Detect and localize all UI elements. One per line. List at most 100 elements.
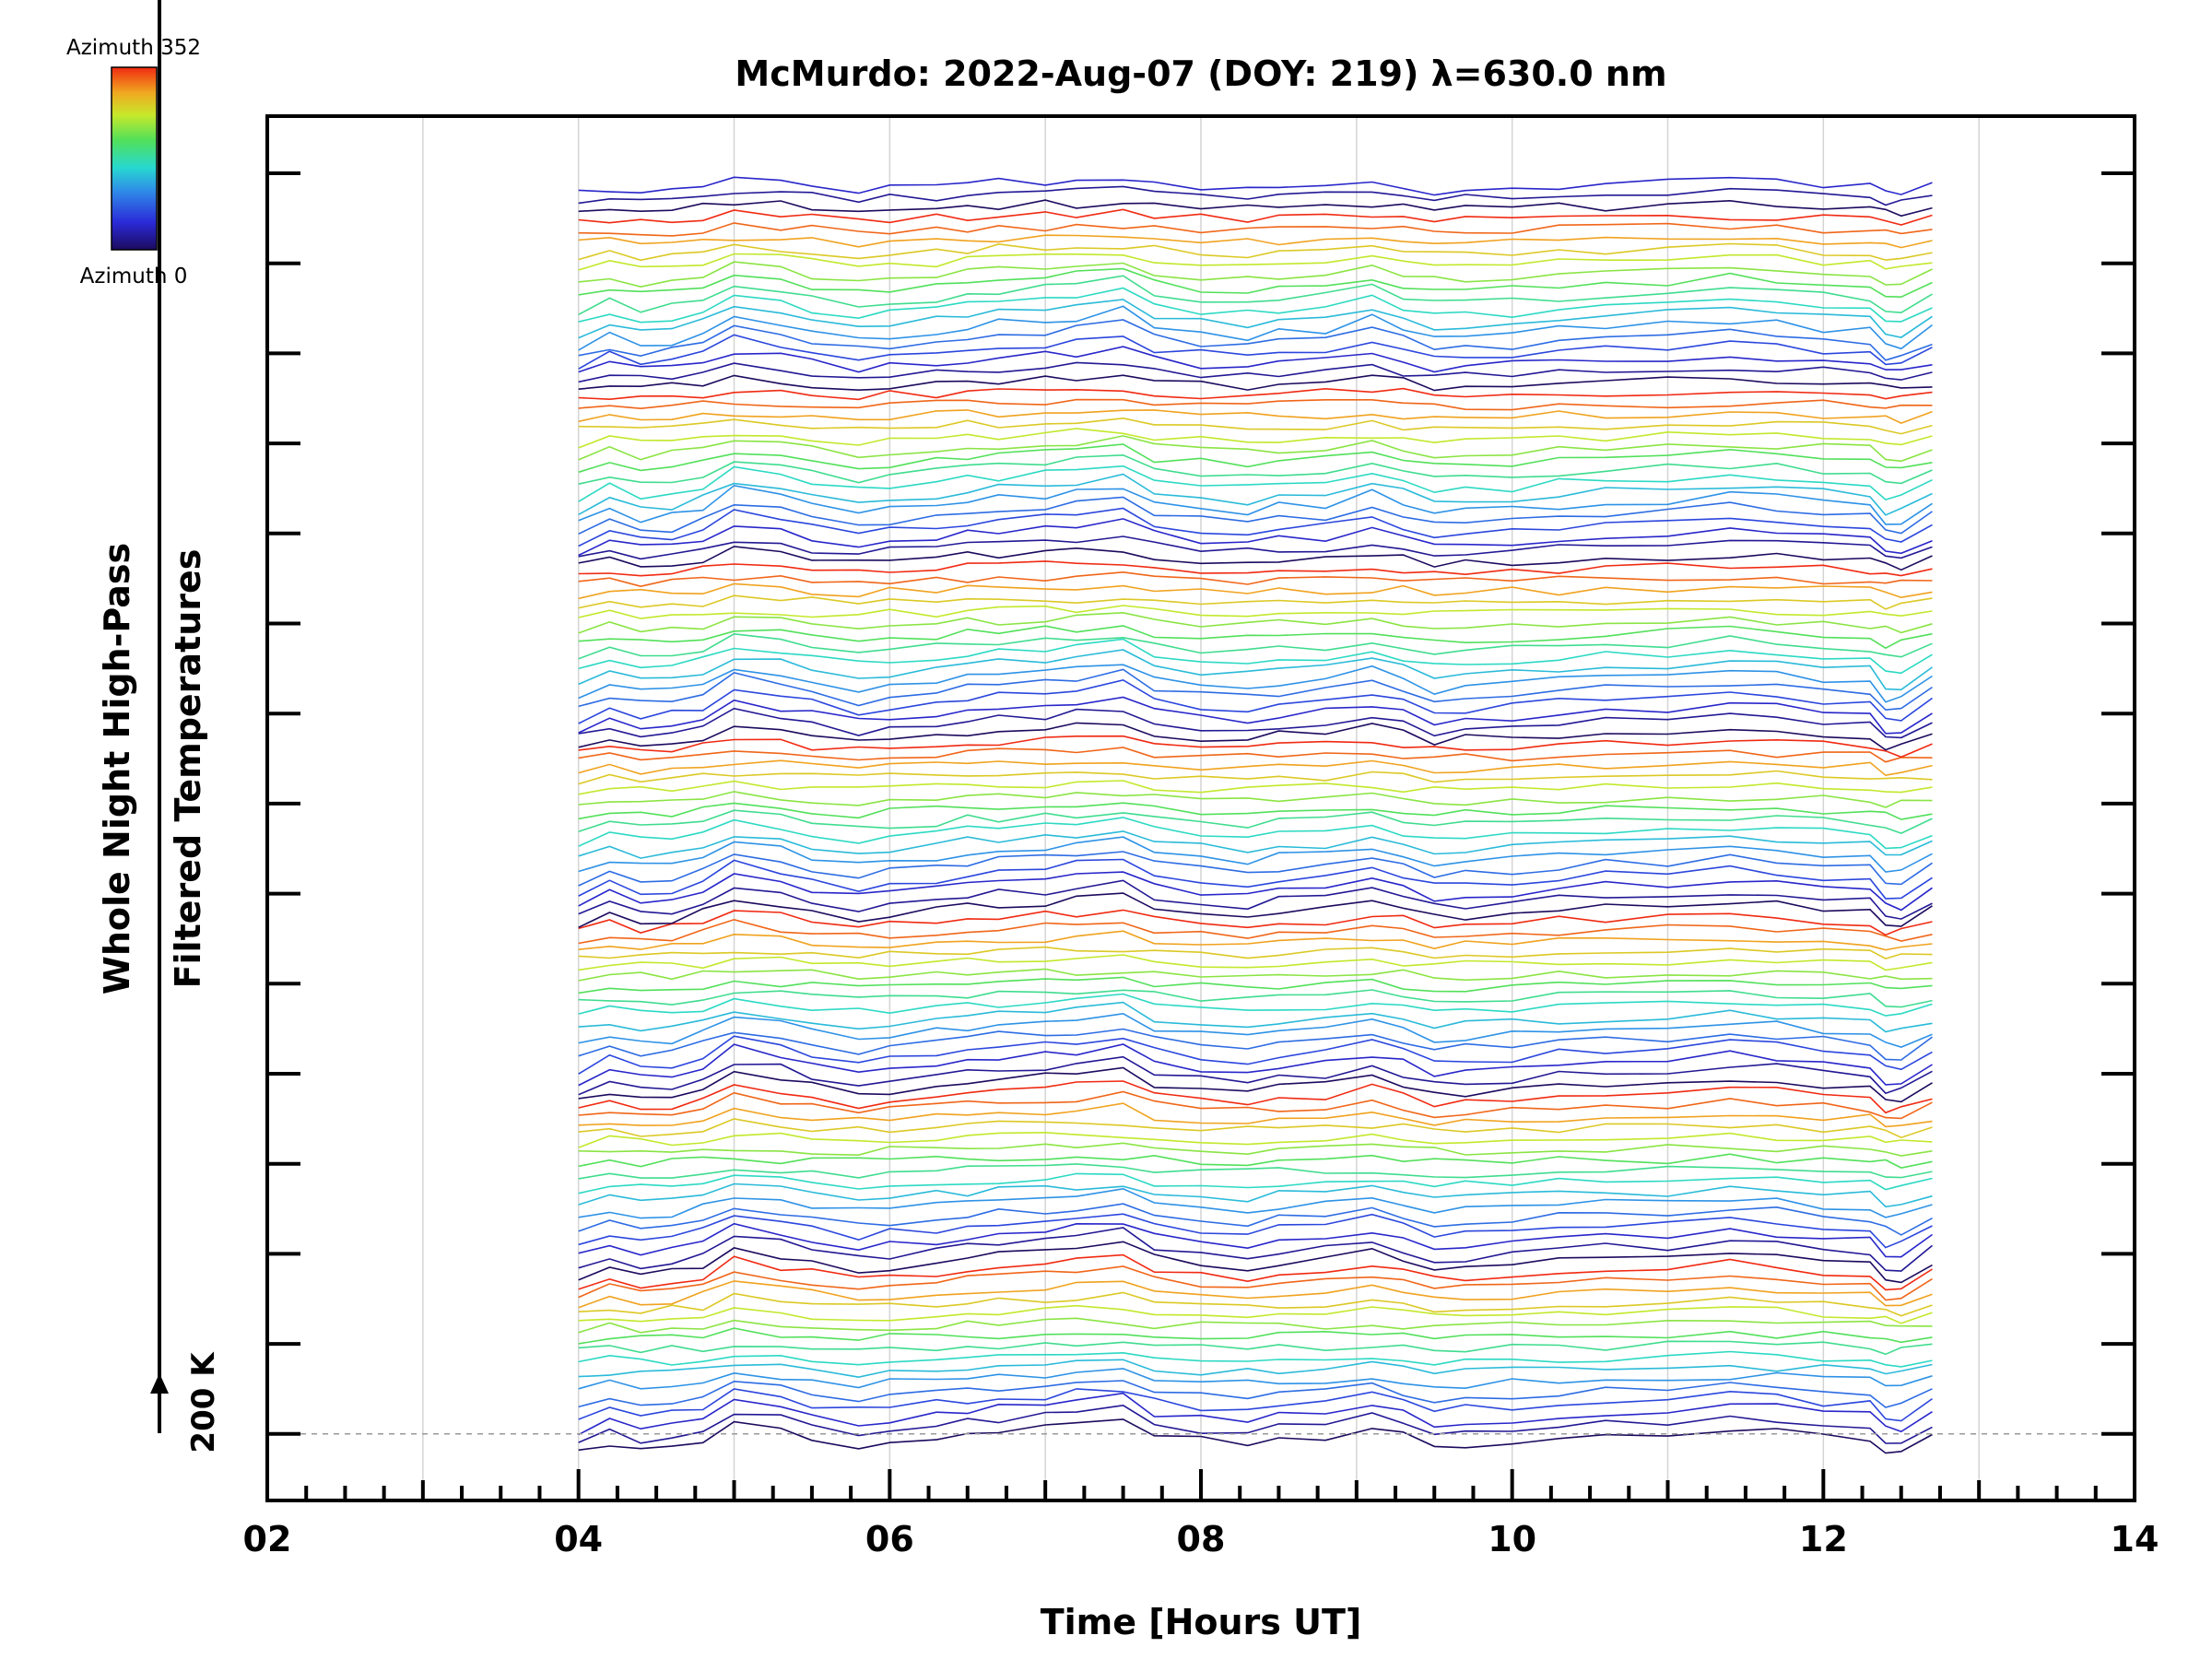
- x-tick-label: 10: [1488, 1519, 1536, 1559]
- x-tick-label: 02: [243, 1519, 292, 1559]
- x-gridlines: [422, 116, 1980, 1500]
- x-tick-label: 08: [1177, 1519, 1226, 1559]
- series-line: [578, 484, 1933, 525]
- series-line: [578, 678, 1933, 724]
- series-line: [578, 858, 1933, 900]
- series-line: [578, 968, 1933, 982]
- colorbar: Azimuth 352 Azimuth 0: [66, 36, 201, 288]
- series-line: [578, 1182, 1933, 1208]
- y-axis-label-line2: Filtered Temperatures: [168, 549, 208, 989]
- series-line: [578, 649, 1933, 691]
- series-line: [578, 571, 1933, 588]
- colorbar-gradient: [111, 66, 158, 251]
- y-axis-label-line1: Whole Night High-Pass: [97, 543, 137, 994]
- series-line: [578, 1213, 1933, 1249]
- series-line: [578, 305, 1933, 351]
- series-line: [578, 199, 1933, 218]
- series-line: [578, 346, 1933, 373]
- series-line: [578, 1253, 1933, 1291]
- series-line: [578, 802, 1933, 820]
- series-line: [578, 334, 1933, 370]
- series-line: [578, 1001, 1933, 1033]
- series-line: [578, 605, 1933, 619]
- series-line: [578, 976, 1933, 994]
- series-group: [578, 176, 1934, 1454]
- series-line: [578, 1066, 1933, 1103]
- series-line: [578, 707, 1933, 739]
- series-line: [578, 1203, 1933, 1236]
- series-line: [578, 817, 1933, 850]
- series-line: [578, 361, 1933, 383]
- series-line: [578, 871, 1933, 912]
- series-line: [578, 638, 1933, 675]
- series-line: [578, 611, 1933, 634]
- series-line: [578, 1080, 1933, 1114]
- series-line: [578, 1227, 1934, 1272]
- series-line: [578, 1172, 1933, 1194]
- series-line: [578, 176, 1933, 196]
- series-line: [578, 668, 1933, 712]
- series-line: [578, 287, 1933, 324]
- series-line: [578, 836, 1933, 873]
- series-line: [578, 374, 1933, 392]
- series-line: [578, 1028, 1933, 1061]
- chart-title: McMurdo: 2022-Aug-07 (DOY: 219) λ=630.0 …: [735, 53, 1666, 94]
- x-tick-label: 14: [2111, 1519, 2159, 1559]
- x-tick-label: 12: [1799, 1519, 1848, 1559]
- series-line: [578, 560, 1933, 577]
- series-line: [578, 443, 1933, 474]
- series-line: [578, 1350, 1933, 1368]
- series-line: [578, 830, 1933, 859]
- series-line: [578, 299, 1933, 339]
- series-line: [578, 1118, 1933, 1139]
- x-tick-label: 06: [865, 1519, 914, 1559]
- series-line: [578, 1012, 1933, 1048]
- series-line: [578, 791, 1933, 808]
- series-line: [578, 930, 1933, 951]
- series-line: [578, 428, 1933, 449]
- series-line: [578, 253, 1933, 271]
- series-line: [578, 735, 1933, 759]
- series-line: [578, 1055, 1933, 1096]
- series-line: [578, 993, 1933, 1017]
- series-line: [578, 535, 1933, 560]
- series-line: [578, 759, 1933, 777]
- series-line: [578, 1153, 1933, 1169]
- scale-label: 200 K: [185, 1351, 222, 1453]
- series-line: [578, 546, 1933, 571]
- series-line: [578, 1090, 1933, 1120]
- series-line: [578, 409, 1933, 424]
- series-line: [578, 1035, 1933, 1075]
- series-line: [578, 594, 1933, 610]
- series-line: [578, 1163, 1933, 1180]
- colorbar-top-label: Azimuth 352: [66, 36, 201, 60]
- series-line: [578, 275, 1933, 316]
- colorbar-bottom-label: Azimuth 0: [80, 265, 188, 288]
- series-line: [578, 417, 1933, 435]
- series-line: [578, 208, 1933, 226]
- series-line: [578, 387, 1933, 401]
- series-line: [578, 1392, 1933, 1436]
- scale-arrow-head: [150, 1373, 169, 1394]
- series-line: [578, 1340, 1933, 1356]
- series-line: [578, 1304, 1933, 1324]
- series-line: [578, 1291, 1933, 1317]
- series-line: [578, 234, 1933, 249]
- series-line: [578, 518, 1933, 557]
- series-line: [578, 1418, 1933, 1454]
- series-line: [578, 185, 1933, 206]
- series-line: [578, 1222, 1933, 1258]
- scale-indicator: 200 K: [150, 0, 222, 1453]
- series-line: [578, 892, 1933, 928]
- series-line: [578, 625, 1933, 650]
- series-line: [578, 851, 1933, 887]
- series-line: [578, 319, 1933, 361]
- series-line: [578, 696, 1933, 735]
- x-axis-label: Time [Hours UT]: [1041, 1602, 1362, 1642]
- x-axis-ticks: 02 04 06 08 10 12 14: [243, 1469, 2159, 1559]
- series-line: [578, 1404, 1933, 1444]
- series-line: [578, 954, 1933, 971]
- series-line: [578, 222, 1933, 237]
- series-line: [578, 1187, 1933, 1219]
